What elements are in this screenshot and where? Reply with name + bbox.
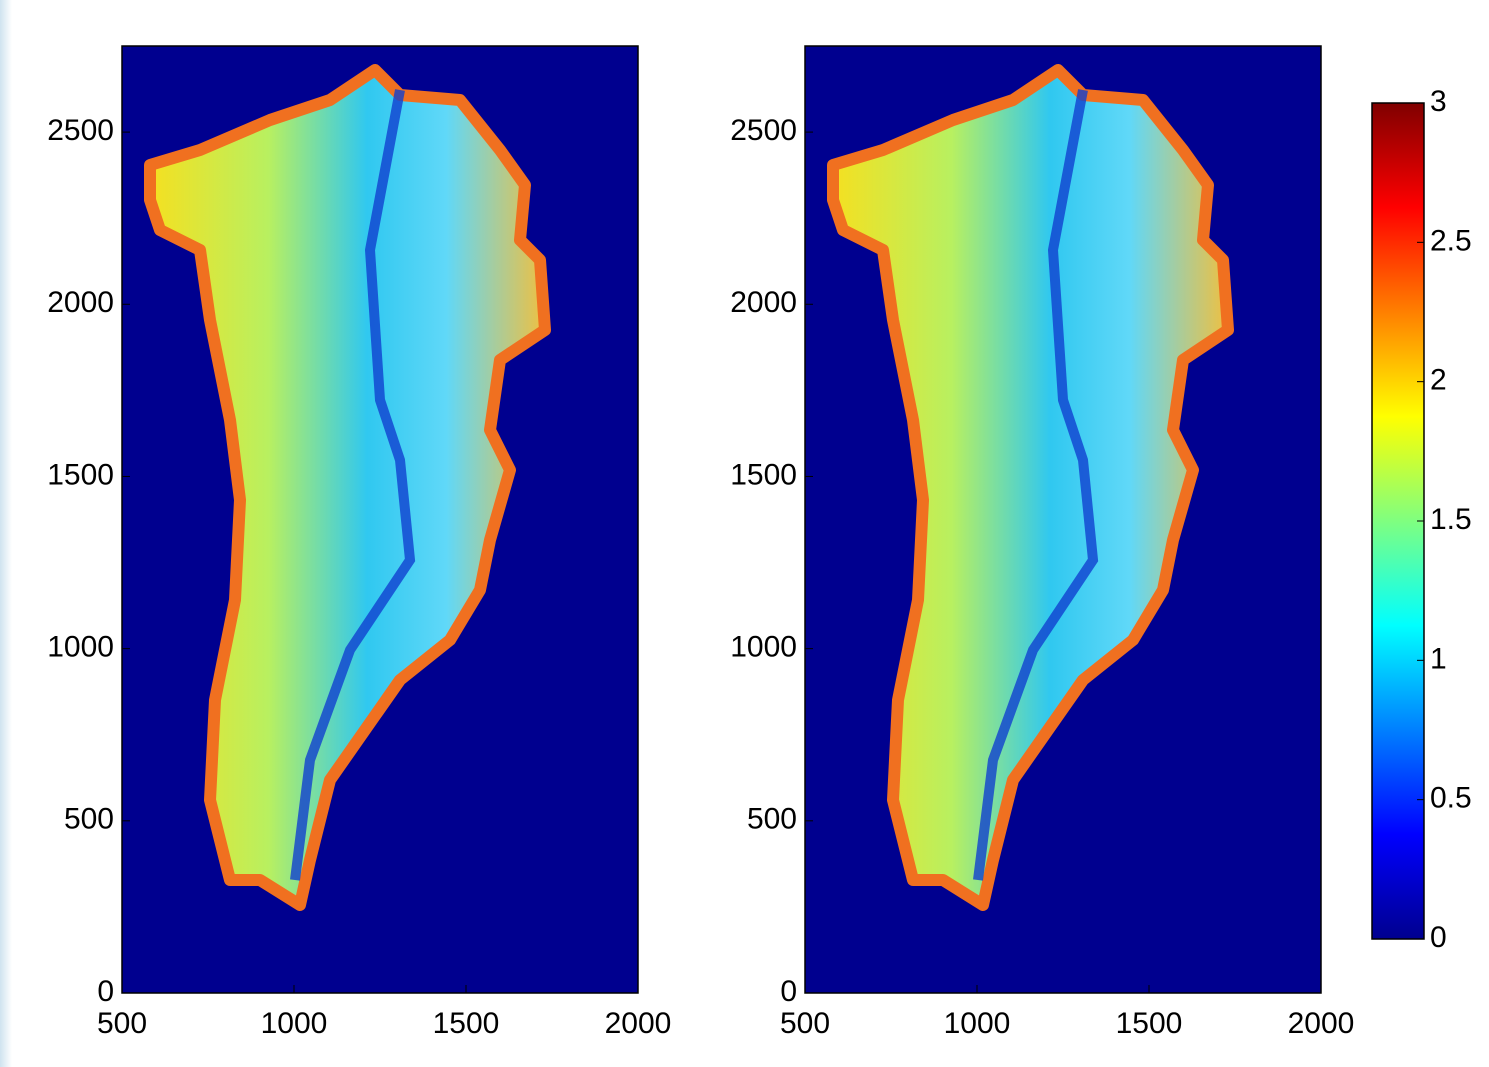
y-tick-label: 500 — [64, 803, 114, 836]
y-tick-label: 0 — [780, 975, 797, 1008]
x-tick-label: 1000 — [261, 1007, 328, 1040]
axes-box — [121, 45, 639, 994]
y-tick-label: 1000 — [730, 631, 797, 664]
colorbar-tick-label: 0 — [1430, 921, 1447, 954]
x-tick-label: 1500 — [433, 1007, 500, 1040]
heatmap-axes: 500 1000 1500 20000500100015002000250000.51… — [730, 45, 1472, 1040]
colorbar-tick-label: 0.5 — [1430, 782, 1472, 815]
y-tick-label: 2000 — [730, 286, 797, 319]
axes-box — [804, 45, 1322, 994]
x-tick-label: 1000 — [944, 1007, 1011, 1040]
colorbar-tick-label: 1 — [1430, 642, 1447, 675]
colorbar-tick-label: 2 — [1430, 364, 1447, 397]
colorbar — [1371, 102, 1425, 940]
y-tick-label: 500 — [747, 803, 797, 836]
x-tick-label: 2000 — [1288, 1007, 1355, 1040]
slide-edge — [0, 0, 12, 1067]
y-tick-label: 0 — [97, 975, 114, 1008]
colorbar-tick-label: 2.5 — [1430, 224, 1472, 257]
x-tick-label: 500 — [97, 1007, 147, 1040]
ice-sheet — [144, 64, 551, 911]
ice-divide — [290, 89, 416, 881]
y-tick-label: 1500 — [730, 458, 797, 491]
colorbar-tick-label: 1.5 — [1430, 503, 1472, 536]
y-tick-label: 1500 — [47, 458, 114, 491]
ice-divide — [973, 89, 1099, 881]
x-tick-label: 2000 — [605, 1007, 672, 1040]
y-tick-label: 2000 — [47, 286, 114, 319]
ice-sheet — [827, 64, 1234, 911]
x-tick-label: 1500 — [1116, 1007, 1183, 1040]
colorbar-tick-label: 3 — [1430, 85, 1447, 118]
y-tick-label: 2500 — [47, 114, 114, 147]
y-tick-label: 2500 — [730, 114, 797, 147]
y-tick-label: 1000 — [47, 631, 114, 664]
x-tick-label: 500 — [780, 1007, 830, 1040]
